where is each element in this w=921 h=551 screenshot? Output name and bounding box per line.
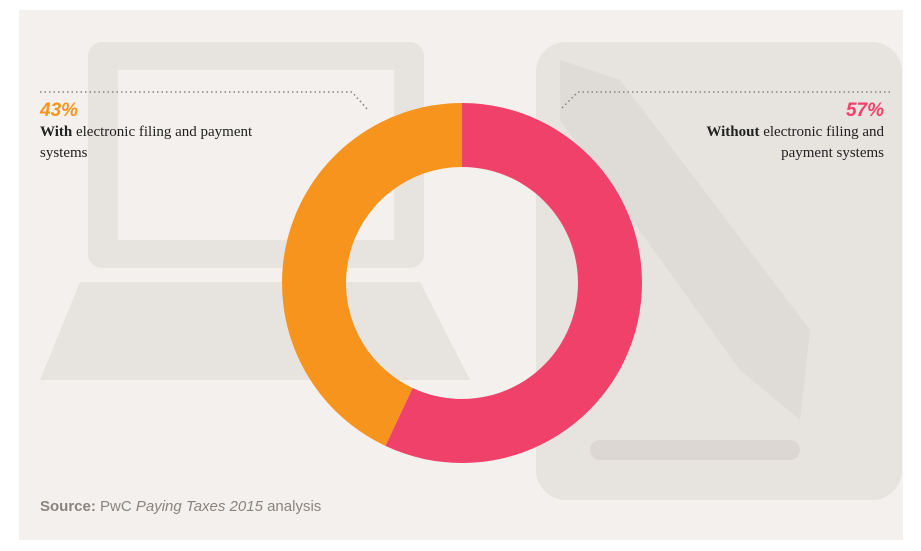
leader-lines bbox=[40, 91, 890, 111]
source-label: Source: bbox=[40, 498, 96, 515]
label-right: 57% Without electronic filing and paymen… bbox=[672, 100, 884, 164]
donut-segment bbox=[385, 103, 642, 463]
label-left: 43% With electronic filing and payment s… bbox=[40, 100, 270, 164]
value-label: 43% bbox=[40, 100, 79, 121]
label-text: electronic filing and payment systems bbox=[763, 124, 884, 161]
source: Source: PwC Paying Taxes 2015 analysis bbox=[40, 498, 321, 515]
source-suffix: analysis bbox=[267, 498, 322, 515]
label-bold: Without bbox=[706, 124, 760, 140]
donut bbox=[282, 103, 642, 463]
label-text: electronic filing and payment systems bbox=[40, 124, 253, 161]
donut-segment bbox=[282, 103, 462, 446]
source-publication: Paying Taxes 2015 bbox=[135, 498, 263, 515]
value-label: 57% bbox=[845, 100, 884, 121]
label-bold: With bbox=[40, 124, 73, 140]
source-org: PwC bbox=[100, 498, 132, 515]
